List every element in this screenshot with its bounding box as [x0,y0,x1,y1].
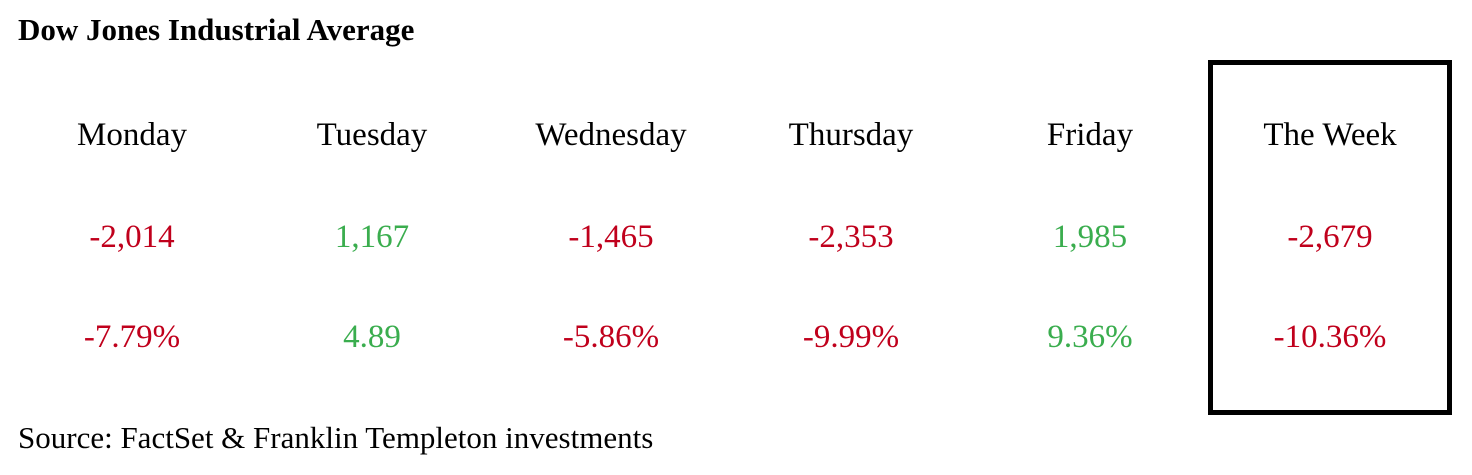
point-change: -2,679 [1287,219,1373,255]
point-change: -1,465 [568,219,654,255]
column-header: Thursday [788,117,914,153]
percent-change: -5.86% [562,319,660,355]
week-highlight-box [1208,60,1452,415]
percent-change: -10.36% [1273,319,1387,355]
column-header: Tuesday [316,117,428,153]
source-note: Source: FactSet & Franklin Templeton inv… [18,420,654,455]
point-change: -2,353 [808,219,894,255]
column-header: Friday [1046,117,1134,153]
percent-change: 4.89 [343,319,401,355]
column-header: Monday [77,117,187,153]
point-change: 1,985 [1052,219,1128,255]
percent-change: -9.99% [802,319,900,355]
column-header: The Week [1263,117,1397,153]
point-change: -2,014 [89,219,175,255]
title: Dow Jones Industrial Average [18,12,415,47]
column-header: Wednesday [535,117,687,153]
percent-change: -7.79% [83,319,181,355]
percent-change: 9.36% [1047,319,1133,355]
point-change: 1,167 [334,219,410,255]
